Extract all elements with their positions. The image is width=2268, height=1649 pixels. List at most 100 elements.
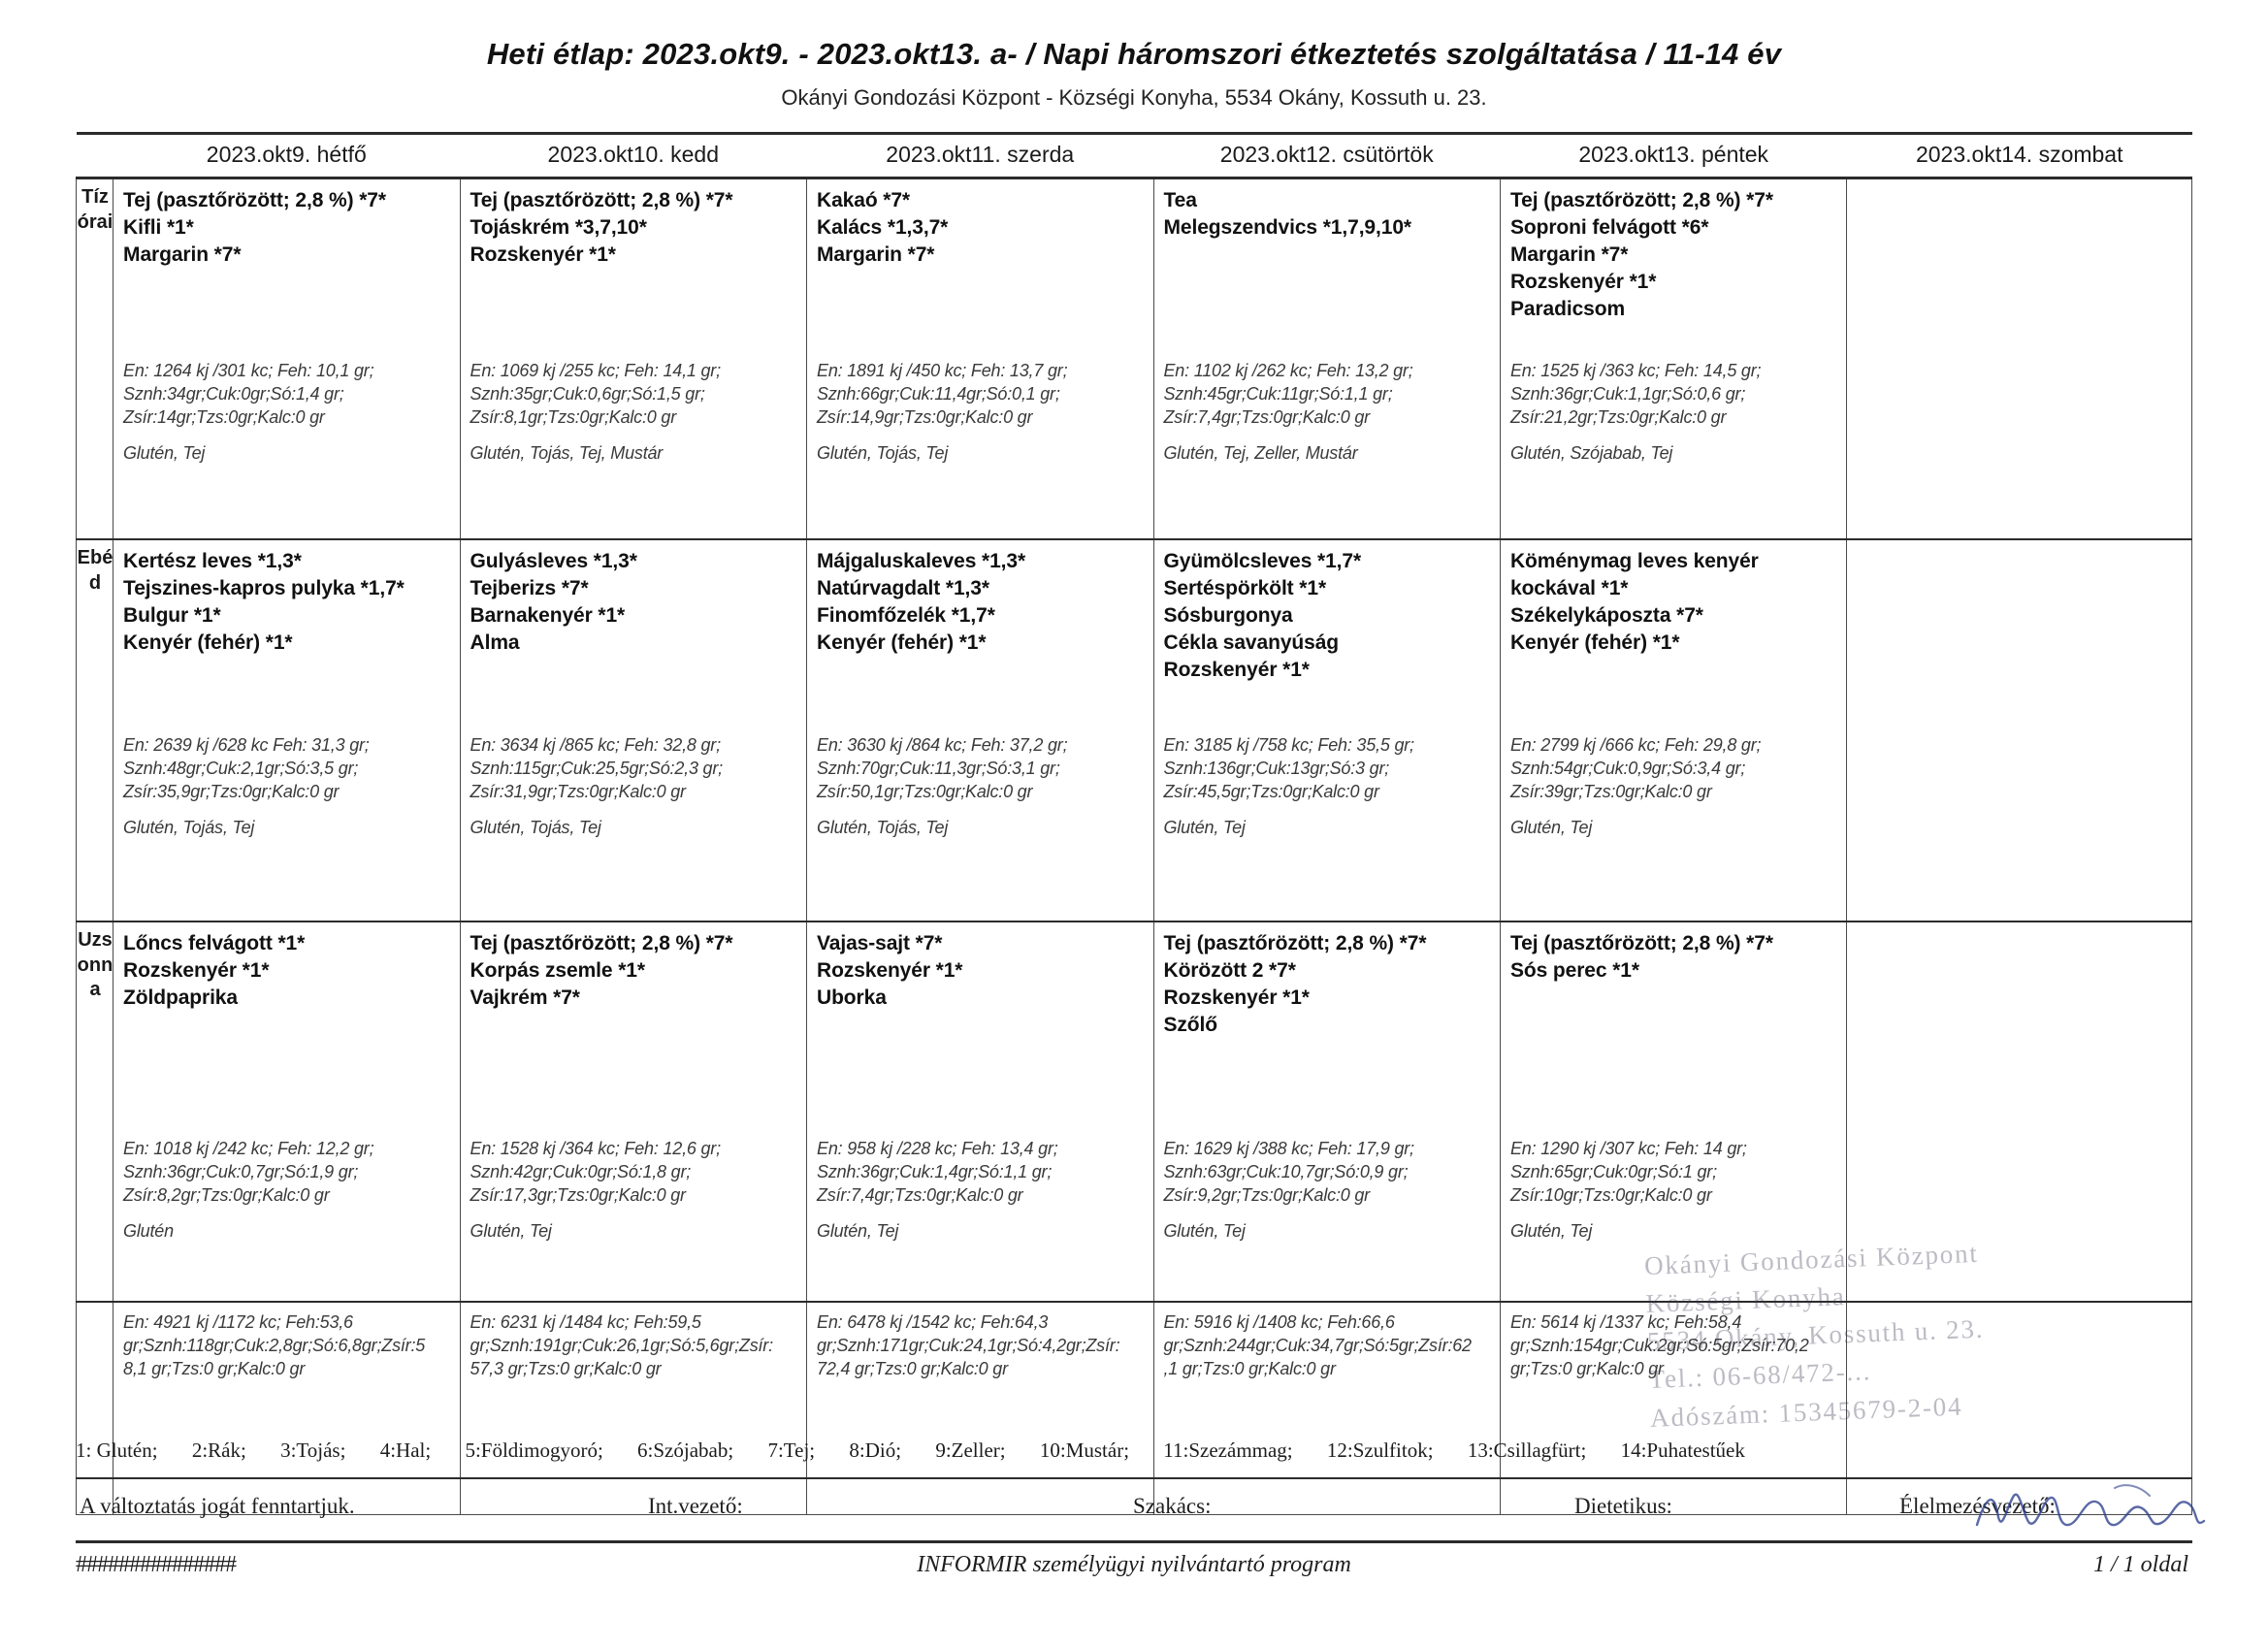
meal-cell-ebed-friday: Köménymag leves kenyér kockával *1* Szék… xyxy=(1499,538,1848,922)
nutrition-line: Zsír:8,1gr;Tzs:0gr;Kalc:0 gr xyxy=(470,406,677,427)
footer-hash-marks: ############### xyxy=(76,1552,237,1577)
dish-item: Szőlő xyxy=(1163,1013,1218,1036)
legend-item: 5:Földimogyoró; xyxy=(465,1439,603,1462)
nutrition-block: En: 2799 kj /666 kc; Feh: 29,8 gr; Sznh:… xyxy=(1509,734,1762,838)
dish-item: Margarin *7* xyxy=(123,242,242,266)
dish-item: Alma xyxy=(470,630,520,654)
total-line: En: 4921 kj /1172 kc; Feh:53,6 xyxy=(123,1312,353,1332)
dish-item: Tej (pasztőrözött; 2,8 %) *7* xyxy=(470,189,733,211)
nutrition-block: En: 1629 kj /388 kc; Feh: 17,9 gr; Sznh:… xyxy=(1163,1138,1415,1242)
nutrition-line: Sznh:42gr;Cuk:0gr;Só:1,8 gr; xyxy=(470,1161,692,1181)
column-header-monday: 2023.okt9. hétfő xyxy=(206,142,367,167)
meal-cell-tizorai-tuesday: Tej (pasztőrözött; 2,8 %) *7* Tojáskrém … xyxy=(459,177,808,540)
spacer xyxy=(123,1208,373,1221)
meal-cell-uzsonna-tuesday: Tej (pasztőrözött; 2,8 %) *7* Korpás zse… xyxy=(459,921,808,1303)
allergen-line: Glutén xyxy=(123,1220,174,1241)
signature-label-int-vezeto: Int.vezető: xyxy=(648,1494,743,1518)
dish-list: Kakaó *7* Kalács *1,3,7* Margarin *7* xyxy=(817,187,1147,269)
spacer xyxy=(817,1208,1058,1221)
table-row-totals: En: 4921 kj /1172 kc; Feh:53,6 gr;Sznh:1… xyxy=(75,1301,2192,1515)
dish-item: Köménymag leves kenyér xyxy=(1509,550,1759,572)
meal-cell-uzsonna-monday: Lőncs felvágott *1* Rozskenyér *1* Zöldp… xyxy=(113,921,461,1303)
nutrition-line: Sznh:48gr;Cuk:2,1gr;Só:3,5 gr; xyxy=(123,758,359,778)
nutrition-line: En: 958 kj /228 kc; Feh: 13,4 gr; xyxy=(817,1139,1058,1158)
signature-divider-bottom xyxy=(76,1540,2192,1543)
dish-list: Tej (pasztőrözött; 2,8 %) *7* Körözött 2… xyxy=(1164,930,1494,1039)
allergen-line: Glutén, Tej, Zeller, Mustár xyxy=(1163,442,1358,463)
dish-list: Tej (pasztőrözött; 2,8 %) *7* Soproni fe… xyxy=(1510,187,1840,323)
column-header-thursday: 2023.okt12. csütörtök xyxy=(1219,142,1434,167)
dish-item: Kalács *1,3,7* xyxy=(817,215,949,239)
dish-item: Tej (pasztőrözött; 2,8 %) *7* xyxy=(470,932,733,954)
nutrition-line: En: 1525 kj /363 kc; Feh: 14,5 gr; xyxy=(1509,361,1762,380)
nutrition-block: En: 1891 kj /450 kc; Feh: 13,7 gr; Sznh:… xyxy=(817,360,1068,464)
dish-item: Tej (pasztőrözött; 2,8 %) *7* xyxy=(1509,932,1773,954)
nutrition-line: Zsír:35,9gr;Tzs:0gr;Kalc:0 gr xyxy=(123,781,340,801)
footer-program-name: INFORMIR személyügyi nyilvántartó progra… xyxy=(917,1552,1351,1577)
dish-item: Rozskenyér *1* xyxy=(1163,986,1310,1009)
dish-item: Tejszines-kapros pulyka *1,7* xyxy=(123,576,405,599)
spacer xyxy=(470,804,723,818)
dish-item: Tej (pasztőrözött; 2,8 %) *7* xyxy=(123,189,386,211)
dish-list: Májgaluskaleves *1,3* Natúrvagdalt *1,3*… xyxy=(817,548,1147,657)
dish-item: Sós perec *1* xyxy=(1509,958,1639,982)
nutrition-line: Sznh:63gr;Cuk:10,7gr;Só:0,9 gr; xyxy=(1163,1161,1409,1181)
page-subtitle: Okányi Gondozási Központ - Községi Konyh… xyxy=(781,85,1487,110)
dish-item: Tej (pasztőrözött; 2,8 %) *7* xyxy=(1509,189,1773,211)
nutrition-line: En: 1891 kj /450 kc; Feh: 13,7 gr; xyxy=(817,361,1068,380)
nutrition-line: Zsír:7,4gr;Tzs:0gr;Kalc:0 gr xyxy=(1163,406,1371,427)
dish-item: Tojáskrém *3,7,10* xyxy=(470,215,647,239)
nutrition-line: Zsír:14gr;Tzs:0gr;Kalc:0 gr xyxy=(123,406,325,427)
totals-cell-monday: En: 4921 kj /1172 kc; Feh:53,6 gr;Sznh:1… xyxy=(113,1301,461,1515)
allergen-line: Glutén, Tej xyxy=(470,1220,552,1241)
signature-label-elelmezesvezeto: Élelmezésvezető: xyxy=(1899,1494,2056,1518)
dish-item: Natúrvagdalt *1,3* xyxy=(817,576,989,599)
signature-label-dietetikus: Dietetikus: xyxy=(1574,1494,1672,1518)
table-header-row: 2023.okt9. hétfő 2023.okt10. kedd 2023.o… xyxy=(76,133,2192,178)
totals-cell-friday: En: 5614 kj /1337 kc; Feh:58,4 gr;Sznh:1… xyxy=(1499,1301,1848,1515)
dish-item: Lőncs felvágott *1* xyxy=(123,932,306,954)
dish-item: Kenyér (fehér) *1* xyxy=(817,630,987,654)
page-title: Heti étlap: 2023.okt9. - 2023.okt13. a- … xyxy=(486,37,1782,71)
nutrition-line: En: 1069 kj /255 kc; Feh: 14,1 gr; xyxy=(470,361,722,380)
dish-item: Zöldpaprika xyxy=(123,986,238,1009)
nutrition-line: Sznh:36gr;Cuk:1,1gr;Só:0,6 gr; xyxy=(1509,383,1746,404)
nutrition-line: Sznh:36gr;Cuk:1,4gr;Só:1,1 gr; xyxy=(817,1161,1053,1181)
legend-item: 6:Szójabab; xyxy=(637,1439,734,1462)
column-header-wednesday: 2023.okt11. szerda xyxy=(886,142,1075,167)
total-line: gr;Tzs:0 gr;Kalc:0 gr xyxy=(1509,1359,1664,1379)
totals-cell-tuesday: En: 6231 kj /1484 kc; Feh:59,5 gr;Sznh:1… xyxy=(459,1301,808,1515)
meal-cell-tizorai-saturday xyxy=(1846,177,2192,540)
dish-list: Vajas-sajt *7* Rozskenyér *1* Uborka xyxy=(817,930,1147,1012)
dish-list: Tea Melegszendvics *1,7,9,10* xyxy=(1164,187,1494,242)
nutrition-block: En: 1528 kj /364 kc; Feh: 12,6 gr; Sznh:… xyxy=(470,1138,722,1242)
spacer xyxy=(1510,430,1761,443)
table-row: Tízórai Tej (pasztőrözött; 2,8 %) *7* Ki… xyxy=(75,177,2192,540)
spacer xyxy=(1164,804,1414,818)
meal-cell-uzsonna-wednesday: Vajas-sajt *7* Rozskenyér *1* Uborka En:… xyxy=(806,921,1154,1303)
signature-row: A változtatás jogát fenntartjuk. Int.vez… xyxy=(76,1494,2192,1536)
nutrition-line: Zsír:21,2gr;Tzs:0gr;Kalc:0 gr xyxy=(1509,406,1727,427)
nutrition-line: Sznh:115gr;Cuk:25,5gr;Só:2,3 gr; xyxy=(470,758,724,778)
nutrition-line: Zsír:39gr;Tzs:0gr;Kalc:0 gr xyxy=(1509,781,1712,801)
nutrition-line: En: 2799 kj /666 kc; Feh: 29,8 gr; xyxy=(1509,735,1762,755)
allergen-line: Glutén, Tej xyxy=(123,442,206,463)
allergen-line: Glutén, Tojás, Tej xyxy=(470,817,601,837)
total-line: gr;Sznh:244gr;Cuk:34,7gr;Só:5gr;Zsír:62 xyxy=(1163,1336,1473,1356)
dish-item: Kenyér (fehér) *1* xyxy=(123,630,293,654)
allergen-line: Glutén, Tojás, Tej xyxy=(817,442,949,463)
column-header-saturday: 2023.okt14. szombat xyxy=(1915,142,2123,167)
signature-label-szakacs: Szakács: xyxy=(1133,1494,1212,1518)
meal-cell-tizorai-wednesday: Kakaó *7* Kalács *1,3,7* Margarin *7* En… xyxy=(806,177,1154,540)
dish-item: Kakaó *7* xyxy=(817,189,911,211)
nutrition-line: En: 3634 kj /865 kc; Feh: 32,8 gr; xyxy=(470,735,722,755)
dish-item: Margarin *7* xyxy=(817,242,935,266)
legend-item: 3:Tojás; xyxy=(280,1439,346,1462)
nutrition-block: En: 3185 kj /758 kc; Feh: 35,5 gr; Sznh:… xyxy=(1163,734,1415,838)
nutrition-line: Zsír:45,5gr;Tzs:0gr;Kalc:0 gr xyxy=(1163,781,1379,801)
nutrition-line: Zsír:31,9gr;Tzs:0gr;Kalc:0 gr xyxy=(470,781,686,801)
nutrition-line: Zsír:50,1gr;Tzs:0gr;Kalc:0 gr xyxy=(817,781,1033,801)
nutrition-line: Sznh:66gr;Cuk:11,4gr;Só:0,1 gr; xyxy=(817,383,1060,404)
dish-item: Gyümölcsleves *1,7* xyxy=(1163,550,1362,572)
meal-cell-ebed-thursday: Gyümölcsleves *1,7* Sertéspörkölt *1* Só… xyxy=(1152,538,1501,922)
